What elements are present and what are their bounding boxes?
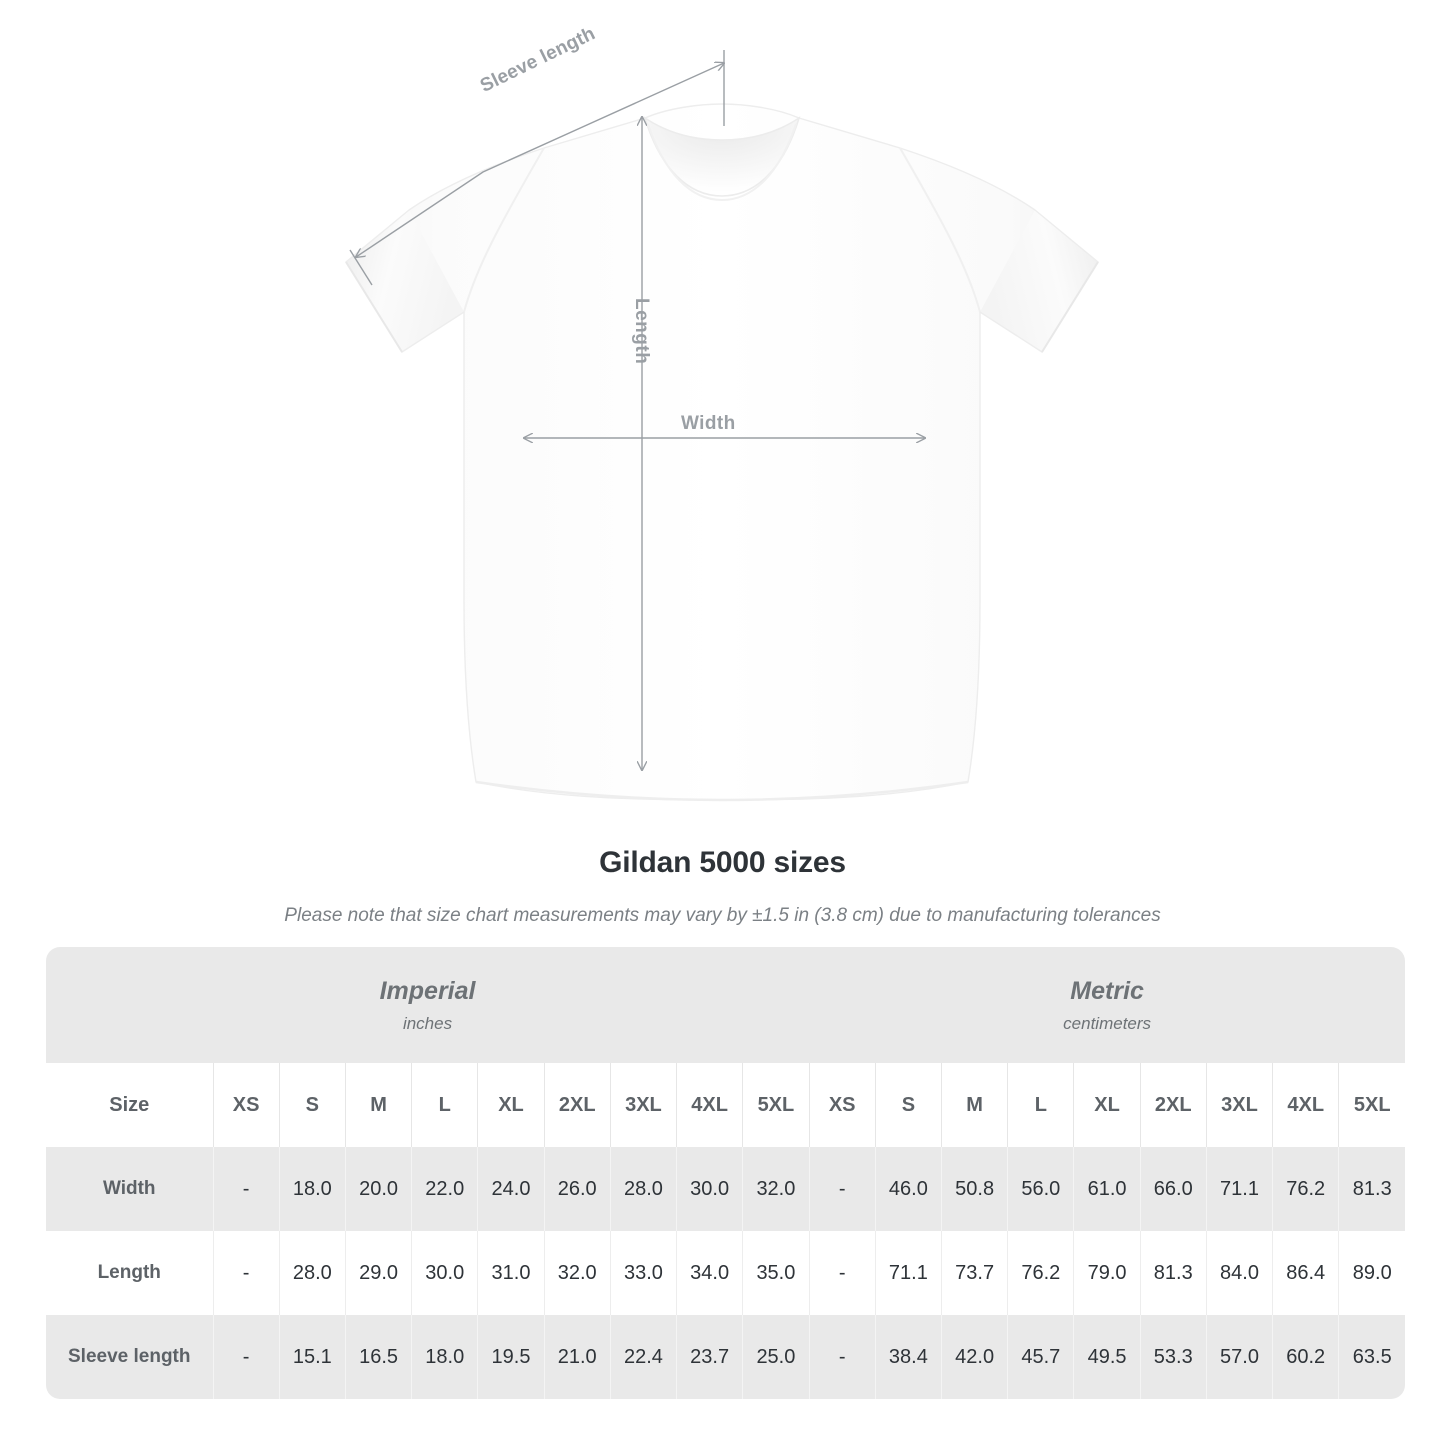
tshirt-measurement-diagram: Sleeve length Length Width — [345, 23, 1099, 802]
column-header-imperial-xs: XS — [212, 1063, 280, 1147]
column-header-imperial-l: L — [411, 1063, 478, 1147]
column-header-imperial-m: M — [344, 1063, 412, 1147]
column-header-metric-5xl: 5XL — [1338, 1063, 1406, 1147]
cell-sleeve-length-metric-4xl: 60.2 — [1272, 1315, 1339, 1399]
cell-sleeve-length-imperial-xl: 19.5 — [477, 1315, 545, 1399]
cell-length-metric-xs: - — [808, 1231, 876, 1315]
cell-width-metric-xl: 61.0 — [1073, 1147, 1141, 1231]
unit-group-imperial: Imperial inches — [46, 947, 810, 1063]
column-header-imperial-2xl: 2XL — [543, 1063, 611, 1147]
cell-sleeve-length-metric-2xl: 53.3 — [1139, 1315, 1207, 1399]
table-row: Width -18.0 20.0 22.0 24.0 26.0 28.0 30.0 32.0-4… — [46, 1147, 1406, 1231]
cell-width-metric-l: 56.0 — [1007, 1147, 1074, 1231]
column-header-metric-xs: XS — [808, 1063, 876, 1147]
column-header-metric-l: L — [1007, 1063, 1074, 1147]
length-dimension-label: Length — [631, 298, 652, 365]
cell-width-metric-5xl: 81.3 — [1338, 1147, 1406, 1231]
cell-width-metric-s: 46.0 — [874, 1147, 942, 1231]
measurement-tolerance-note: Please note that size chart measurements… — [284, 905, 1161, 926]
cell-length-imperial-2xl: 32.0 — [543, 1231, 611, 1315]
cell-width-imperial-s: 18.0 — [278, 1147, 346, 1231]
cell-width-imperial-4xl: 30.0 — [676, 1147, 743, 1231]
cell-length-imperial-s: 28.0 — [278, 1231, 346, 1315]
cell-width-metric-2xl: 66.0 — [1139, 1147, 1207, 1231]
cell-length-imperial-4xl: 34.0 — [676, 1231, 743, 1315]
cell-width-imperial-xl: 24.0 — [477, 1147, 545, 1231]
width-dimension-label: Width — [681, 413, 736, 434]
cell-length-metric-2xl: 81.3 — [1139, 1231, 1207, 1315]
cell-length-metric-xl: 79.0 — [1073, 1231, 1141, 1315]
table-header-row: Size XS S M L XL 2XL 3XL 4XL 5XL XS S M L XL 2XL 3XL 4XL 5… — [46, 1063, 1406, 1147]
cell-length-metric-s: 71.1 — [874, 1231, 942, 1315]
cell-length-imperial-xs: - — [212, 1231, 280, 1315]
tshirt-illustration — [345, 50, 1099, 802]
row-header-length: Length — [46, 1231, 213, 1315]
cell-length-imperial-l: 30.0 — [411, 1231, 478, 1315]
page-title: Gildan 5000 sizes — [599, 846, 846, 879]
cell-width-metric-xs: - — [808, 1147, 876, 1231]
cell-length-metric-l: 76.2 — [1007, 1231, 1074, 1315]
cell-sleeve-length-metric-m: 42.0 — [940, 1315, 1008, 1399]
size-chart-table-wrapper: Imperial inches Metric centimeters Size X… — [46, 947, 1406, 1399]
cell-length-imperial-5xl: 35.0 — [742, 1231, 810, 1315]
cell-sleeve-length-metric-5xl: 63.5 — [1338, 1315, 1406, 1399]
cell-width-imperial-xs: - — [212, 1147, 280, 1231]
cell-width-metric-4xl: 76.2 — [1272, 1147, 1339, 1231]
column-header-imperial-3xl: 3XL — [609, 1063, 677, 1147]
chart-title-block: Gildan 5000 sizes Please note that size … — [0, 845, 1445, 928]
row-header-width: Width — [46, 1147, 213, 1231]
cell-length-imperial-xl: 31.0 — [477, 1231, 545, 1315]
table-row: Length -28.0 29.0 30.0 31.0 32.0 33.0 34.0 35.0-… — [46, 1231, 1406, 1315]
unit-group-metric: Metric centimeters — [809, 947, 1406, 1063]
cell-sleeve-length-imperial-s: 15.1 — [278, 1315, 346, 1399]
shirt-body-shape — [345, 103, 1099, 802]
cell-sleeve-length-imperial-xs: - — [212, 1315, 280, 1399]
cell-length-metric-4xl: 86.4 — [1272, 1231, 1339, 1315]
unit-group-metric-name: Metric — [1070, 976, 1144, 1005]
column-header-imperial-s: S — [278, 1063, 346, 1147]
column-header-metric-xl: XL — [1073, 1063, 1141, 1147]
cell-width-imperial-3xl: 28.0 — [609, 1147, 677, 1231]
cell-sleeve-length-metric-3xl: 57.0 — [1205, 1315, 1273, 1399]
cell-sleeve-length-imperial-3xl: 22.4 — [609, 1315, 677, 1399]
cell-length-metric-3xl: 84.0 — [1205, 1231, 1273, 1315]
unit-group-metric-sub: centimeters — [1063, 1013, 1152, 1033]
cell-length-metric-5xl: 89.0 — [1338, 1231, 1406, 1315]
cell-width-imperial-5xl: 32.0 — [742, 1147, 810, 1231]
dimension-lines — [349, 50, 925, 770]
cell-width-imperial-m: 20.0 — [344, 1147, 412, 1231]
size-chart-table: Imperial inches Metric centimeters Size X… — [46, 947, 1406, 1399]
column-header-metric-2xl: 2XL — [1139, 1063, 1207, 1147]
cell-sleeve-length-imperial-m: 16.5 — [344, 1315, 412, 1399]
column-header-imperial-xl: XL — [477, 1063, 545, 1147]
column-header-imperial-4xl: 4XL — [676, 1063, 743, 1147]
unit-group-imperial-sub: inches — [402, 1013, 453, 1033]
unit-group-imperial-name: Imperial — [379, 976, 476, 1005]
column-header-size: Size — [46, 1063, 213, 1147]
cell-length-imperial-m: 29.0 — [344, 1231, 412, 1315]
cell-sleeve-length-metric-s: 38.4 — [874, 1315, 942, 1399]
cell-width-imperial-l: 22.0 — [411, 1147, 478, 1231]
column-header-imperial-5xl: 5XL — [742, 1063, 810, 1147]
cell-sleeve-length-imperial-2xl: 21.0 — [543, 1315, 611, 1399]
cell-sleeve-length-imperial-5xl: 25.0 — [742, 1315, 810, 1399]
table-row: Sleeve length -15.1 16.5 18.0 19.5 21.0 22.4 23… — [46, 1315, 1406, 1399]
cell-length-metric-m: 73.7 — [940, 1231, 1008, 1315]
row-header-sleeve-length: Sleeve length — [46, 1315, 213, 1399]
unit-banner-row: Imperial inches Metric centimeters — [46, 947, 1406, 1063]
cell-sleeve-length-imperial-l: 18.0 — [411, 1315, 478, 1399]
column-header-metric-s: S — [874, 1063, 942, 1147]
cell-sleeve-length-metric-xl: 49.5 — [1073, 1315, 1141, 1399]
cell-sleeve-length-imperial-4xl: 23.7 — [676, 1315, 743, 1399]
cell-length-imperial-3xl: 33.0 — [609, 1231, 677, 1315]
cell-width-metric-m: 50.8 — [940, 1147, 1008, 1231]
column-header-metric-m: M — [940, 1063, 1008, 1147]
column-header-metric-4xl: 4XL — [1272, 1063, 1339, 1147]
column-header-metric-3xl: 3XL — [1205, 1063, 1273, 1147]
cell-width-metric-3xl: 71.1 — [1205, 1147, 1273, 1231]
cell-sleeve-length-metric-xs: - — [808, 1315, 876, 1399]
cell-width-imperial-2xl: 26.0 — [543, 1147, 611, 1231]
cell-sleeve-length-metric-l: 45.7 — [1007, 1315, 1074, 1399]
